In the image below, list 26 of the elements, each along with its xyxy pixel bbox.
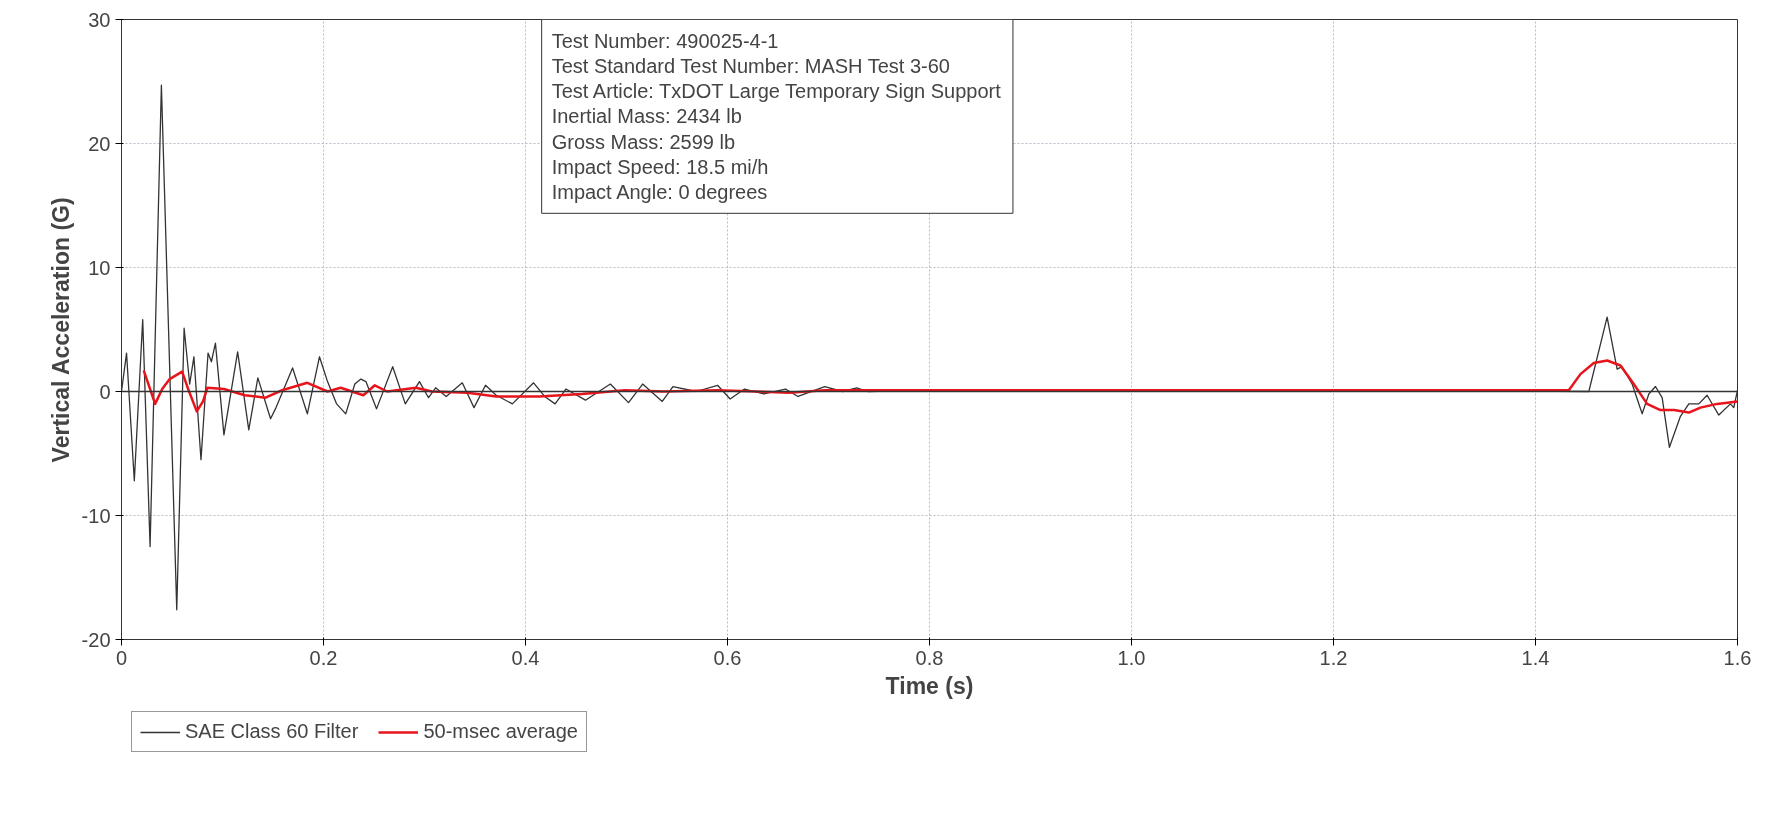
annotation: Test Standard Test Number: MASH Test 3-60 — [551, 54, 950, 77]
x-tick-label: 1.2 — [1319, 646, 1348, 669]
y-tick-label: 10 — [88, 256, 111, 279]
annotation: Impact Speed: 18.5 mi/h — [551, 156, 769, 178]
x-tick-label: 1.0 — [1117, 646, 1146, 669]
x-tick-label: 0.4 — [511, 646, 540, 669]
legend-label: SAE Class 60 Filter — [185, 720, 359, 743]
annotation: Test Number: 490025-4-1 — [551, 29, 779, 52]
y-tick-label: 20 — [88, 132, 111, 155]
x-tick-label: 1.4 — [1521, 646, 1550, 669]
x-tick-label: 0.8 — [915, 646, 944, 669]
x-tick-label: 0.6 — [713, 646, 742, 669]
y-tick-label: -20 — [81, 628, 111, 651]
y-tick-label: 0 — [99, 380, 111, 403]
x-tick-label: 1.6 — [1723, 646, 1752, 669]
annotation: Gross Mass: 2599 lb — [551, 130, 736, 153]
x-tick-label: 0 — [115, 646, 128, 669]
y-tick-label: 30 — [88, 8, 111, 31]
annotation: Impact Angle: 0 degrees — [551, 181, 768, 204]
legend-label: 50-msec average — [423, 720, 578, 743]
x-tick-label: 0.2 — [309, 646, 338, 669]
y-tick-label: -10 — [81, 504, 111, 527]
x-axis-title: Time (s) — [885, 672, 974, 699]
annotation: Test Article: TxDOT Large Temporary Sign Support — [551, 80, 1002, 103]
annotation: Inertial Mass: 2434 lb — [551, 105, 742, 128]
y-axis-title: Vertical Acceleration (G) — [47, 197, 74, 463]
